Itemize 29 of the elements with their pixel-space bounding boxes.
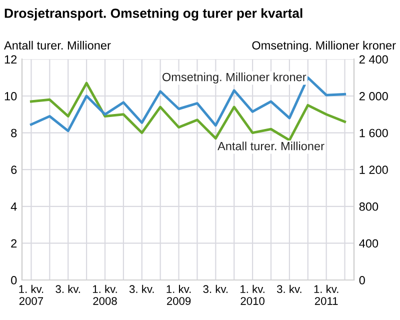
y-tick-label: 8 <box>11 128 17 138</box>
y-tick-label: 0 <box>11 276 17 284</box>
y-tick-label: 4 <box>10 202 17 211</box>
x-tick-label: 1. kv. 2007 <box>19 284 44 305</box>
y2-axis-title: Omsetning. Millioner kroner <box>252 40 396 52</box>
x-tick-label: 1. kv. 2009 <box>166 284 191 305</box>
y2-tick-label: 1 600 <box>360 128 388 138</box>
x-tick-label: 3. kv. <box>56 284 80 294</box>
chart-title: Drosjetransport. Omsetning og turer per kvartal <box>4 8 302 21</box>
y-tick-label: 12 <box>4 55 17 64</box>
y2-tick-label: 1 200 <box>360 166 388 174</box>
series-label: Antall turer. Millioner <box>218 142 324 150</box>
x-tick-label: 1. kv. 2008 <box>92 284 117 305</box>
y-tick-label: 2 <box>11 239 17 248</box>
y2-tick-label: 400 <box>359 239 378 248</box>
x-tick-label: 1. kv. 2011 <box>314 284 338 305</box>
x-tick-label: 3. kv. <box>129 284 154 294</box>
y2-tick-label: 2 000 <box>359 92 388 100</box>
y2-tick-label: 2 400 <box>359 55 388 64</box>
y-axis-title: Antall turer. Millioner <box>4 40 111 50</box>
y-tick-label: 10 <box>4 92 17 100</box>
y2-tick-label: 0 <box>359 276 365 284</box>
x-tick-label: 1. kv. 2010 <box>240 284 264 305</box>
y-tick-label: 6 <box>11 166 17 174</box>
y2-tick-label: 800 <box>359 202 378 211</box>
x-tick-label: 3. kv. <box>203 284 228 294</box>
x-tick-label: 3. kv. <box>277 284 302 294</box>
line-series <box>30 82 346 142</box>
series-label: Omsetning. Millioner kroner <box>162 72 306 84</box>
